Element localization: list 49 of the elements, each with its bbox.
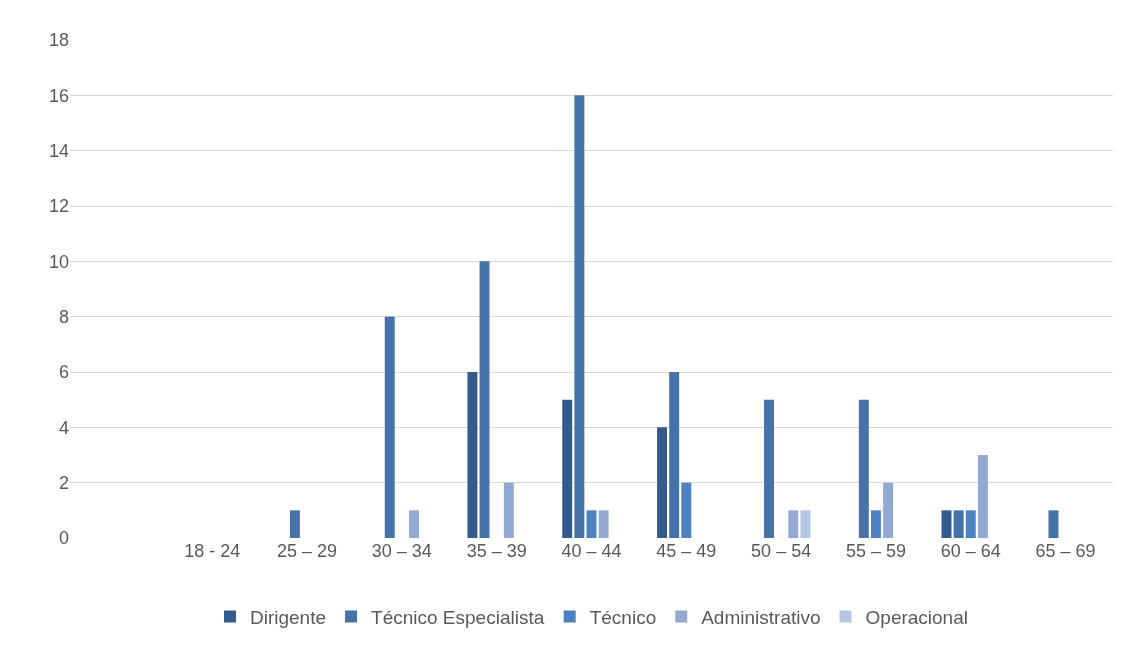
bar (965, 510, 976, 538)
y-tick-label: 12 (48, 196, 69, 217)
y-tick-label: 16 (48, 85, 69, 106)
bar (800, 510, 811, 538)
bar (409, 510, 419, 538)
x-tick-label: 40 – 44 (561, 541, 622, 561)
y-tick-label: 14 (48, 140, 69, 161)
y-tick-label: 0 (58, 528, 69, 549)
bar (503, 482, 514, 538)
x-tick-label: 65 – 69 (1035, 541, 1096, 561)
y-tick-label: 18 (48, 30, 69, 51)
x-tick-label: 50 – 54 (751, 541, 812, 561)
x-tick-label: 45 – 49 (656, 541, 717, 561)
legend-label: Administrativo (701, 607, 821, 629)
legend-label: Dirigente (250, 607, 327, 629)
y-tick-label: 4 (58, 417, 69, 438)
bar (788, 510, 799, 538)
bar (681, 482, 692, 538)
bar (764, 399, 774, 538)
x-tick-label: 18 - 24 (184, 541, 241, 561)
legend-label: Operacional (865, 607, 968, 629)
bar (941, 510, 952, 538)
bar (858, 399, 869, 538)
x-tick-label: 55 – 59 (845, 541, 906, 561)
x-tick-label: 35 – 39 (466, 541, 527, 561)
bar (977, 455, 988, 538)
bar (586, 510, 597, 538)
x-tick-label: 60 – 64 (940, 541, 1001, 561)
y-tick-label: 10 (48, 251, 69, 272)
bar (479, 261, 490, 538)
bar (562, 399, 573, 538)
x-tick-label: 25 – 29 (277, 541, 338, 561)
bar (883, 482, 894, 538)
bar (574, 95, 585, 538)
bar (289, 510, 300, 538)
x-tick-label: 30 – 34 (371, 541, 432, 561)
bar (657, 427, 668, 538)
y-tick-label: 6 (58, 362, 69, 383)
legend-label: Técnico (589, 607, 657, 629)
bar (598, 510, 609, 538)
bar (669, 372, 680, 538)
legend-label: Técnico Especialista (371, 607, 545, 629)
y-tick-label: 2 (58, 472, 69, 493)
bar (384, 316, 395, 538)
y-tick-label: 8 (58, 306, 69, 327)
bar (467, 372, 478, 538)
bar (870, 510, 881, 538)
bar (1048, 510, 1059, 538)
bar (953, 510, 964, 538)
